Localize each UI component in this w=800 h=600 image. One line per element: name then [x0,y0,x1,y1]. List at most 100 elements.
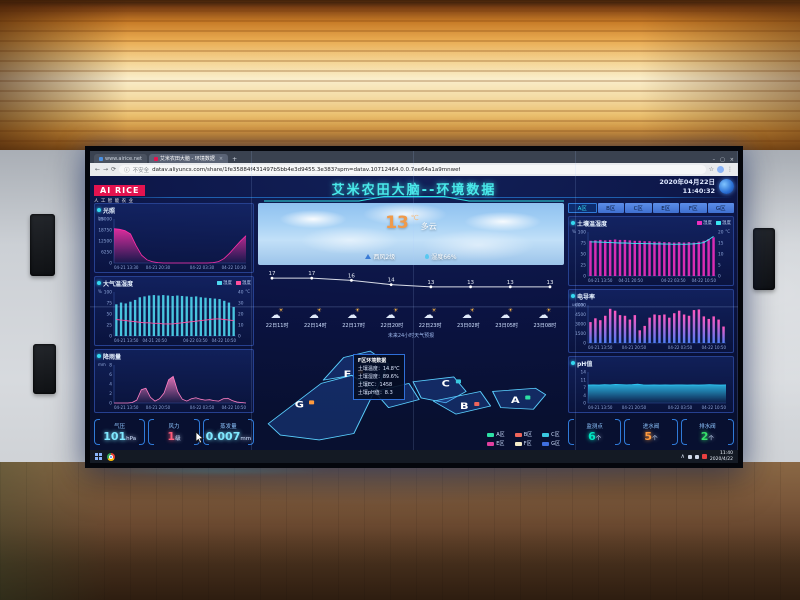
zone-tab-A区[interactable]: A区 [568,203,597,213]
zone-marker-B [474,401,480,406]
svg-text:30: 30 [238,301,244,307]
browser-tab-dashboard[interactable]: 艾米农田大脑 - 环境数据 × [148,154,229,163]
ec-body-svg: 6000 4500 3000 1500 0 us/cm 04-21 13:50 04-21 2… [572,302,727,350]
center-column: 13 ℃ 多云 西风2级 [258,203,564,448]
address-input[interactable]: ⓘ 不安全 datav.aliyuncs.com/share/1fe35884f… [119,165,706,174]
panel-header: 电导率 [571,292,731,301]
header-datetime: 2020年04月22日 11:40:32 [659,178,734,196]
bookmark-star-icon[interactable]: ☆ [708,166,714,173]
back-icon[interactable]: ← [95,166,101,173]
cloud-icon: ☁ [423,310,434,321]
svg-text:04-22 03:50: 04-22 03:50 [668,345,693,350]
zone-tab-E区[interactable]: E区 [652,203,679,213]
zone-tooltip: F区环境数据 土壤温度：14.8℃ 土壤湿度：89.6% 土壤EC：1458 土壤pH值… [352,353,405,400]
forecast-cell: ☀ ☁ 23日08时 [526,297,564,330]
map-legend-item: B区 [514,431,533,438]
svg-text:5: 5 [718,263,721,269]
soil-chart: 100 75 50 25 0 20 15 10 5 0% °C 04-21 13:50 04-21 20… [571,227,731,284]
zone-polygon-C[interactable] [412,376,467,404]
partly-cloudy-icon: ☀ ☁ [538,308,551,321]
svg-text:0: 0 [109,261,112,267]
panel-header: 光照 [97,206,251,215]
zone-tab-B区[interactable]: B区 [597,203,624,213]
svg-text:20: 20 [718,230,724,236]
legend-label: 温度 [242,281,251,286]
zone-label-G: G [295,401,304,411]
svg-text:13: 13 [507,280,514,286]
rainfall-chart: 8 6 4 2 0 mm 04-21 13:50 04-21 20:50 04-22 03:50… [97,360,251,411]
wood-slat-ceiling [0,0,800,152]
map-legend-label: B区 [523,432,533,438]
svg-text:75: 75 [107,301,113,307]
start-button-icon[interactable] [95,453,102,460]
rain-body-svg: 8 6 4 2 0 mm 04-21 13:50 04-21 20:50 04-22 03:50… [98,362,246,410]
map-legend-item: E区 [487,440,504,447]
right-stats-row: 监测点 6个 进水阀 5个 排水阀 2个 [568,416,735,448]
close-icon[interactable]: × [729,157,734,163]
svg-text:04-21 13:50: 04-21 13:50 [588,345,613,350]
current-weather-panel: 13 ℃ 多云 西风2级 [258,203,564,265]
svg-text:6250: 6250 [101,250,112,256]
forecast-cell: ☀ ☁ 23日05时 [488,297,526,330]
humidity-info: 湿度66% [425,252,457,261]
tray-chevron-icon[interactable]: ∧ [680,452,685,460]
svg-text:04-22 03:50: 04-22 03:50 [661,278,686,283]
svg-text:04-22 10:50: 04-22 10:50 [212,338,237,343]
network-tray-icon[interactable] [694,454,699,459]
panel-bullet-icon [97,281,101,285]
zone-marker-C [455,379,461,384]
svg-text:12500: 12500 [98,239,112,245]
browser-menu-icon[interactable]: ⋮ [727,166,733,173]
system-tray: ∧ 11:40 2020/4/22 [681,451,733,462]
reload-icon[interactable]: ⟳ [111,166,117,173]
panel-bullet-icon [97,354,101,358]
zone-tab-C区[interactable]: C区 [625,203,652,213]
zone-marker-A [525,395,531,400]
sun-icon: ☀ [278,307,284,314]
info-icon[interactable]: ⓘ [124,167,130,174]
zone-tabs-row: A区 B区 C区 E区 F区 G区 [568,203,734,213]
speaker-tray-icon[interactable] [687,454,692,459]
svg-text:04-22 10:50: 04-22 10:50 [702,345,727,350]
partly-cloudy-icon: ☀ ☁ [423,308,437,321]
stat-unit: 个 [708,435,714,442]
zone-polygon-A[interactable] [492,387,547,410]
zone-polygon-B[interactable] [432,391,492,415]
minimize-icon[interactable]: – [712,157,716,163]
zone-polygon-G[interactable] [267,374,375,441]
map-legend-label: E区 [496,441,505,447]
zone-tab-F区[interactable]: F区 [680,203,707,213]
chart-legend: 湿度 温度 [217,280,251,286]
cloud-icon: ☁ [461,310,472,321]
svg-text:04-21 13:50: 04-21 13:50 [588,278,613,283]
panel-title: 大气温湿度 [103,280,134,288]
notification-tray-icon[interactable] [701,454,707,459]
light-panel: 光照 25000 18750 12500 6250 0 lux 04-21 13:30 04-… [94,203,254,273]
chrome-taskbar-icon[interactable] [107,452,115,461]
panel-title: pH值 [577,360,593,368]
new-tab-button[interactable]: + [232,156,238,163]
sun-icon: ☀ [316,307,322,314]
tab-close-icon[interactable]: × [218,155,224,162]
page-title: 艾米农田大脑--环境数据 [331,183,497,198]
header-decor-line [94,197,734,198]
stat-value: 6个 [588,429,602,443]
forward-icon[interactable]: → [103,166,109,173]
profile-avatar[interactable] [717,166,724,173]
svg-text:4: 4 [583,393,586,399]
svg-text:04-22 10:50: 04-22 10:50 [702,405,727,410]
svg-text:4: 4 [109,382,112,388]
wood-floor [0,462,800,600]
logo-badge: AI RICE [94,185,146,196]
zone-tab-G区[interactable]: G区 [707,203,734,213]
maximize-icon[interactable]: ▢ [720,157,725,163]
dashboard-main-grid: 光照 25000 18750 12500 6250 0 lux 04-21 13:30 04-… [94,203,735,448]
svg-text:04-21 13:50: 04-21 13:50 [114,338,139,343]
taskbar-clock[interactable]: 11:40 2020/4/22 [710,451,733,462]
stat-value: 101hPa [103,429,137,443]
svg-text:13: 13 [547,280,554,286]
svg-text:75: 75 [581,241,587,247]
browser-tab-airice[interactable]: www.airice.net [94,154,147,163]
